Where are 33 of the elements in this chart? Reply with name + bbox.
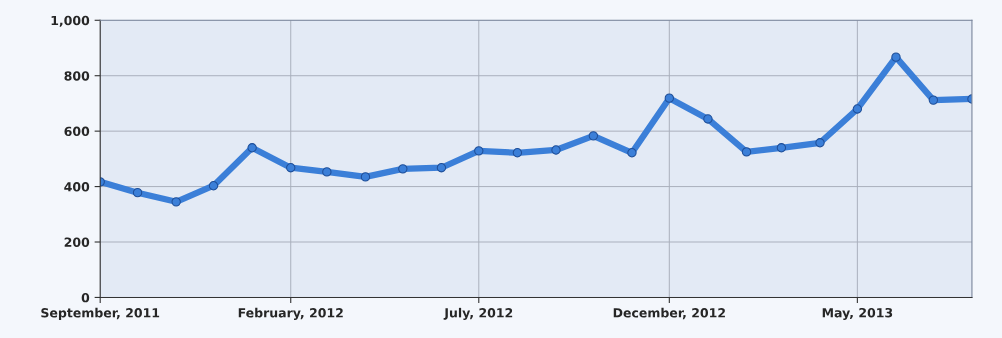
x-tick-label: September, 2011 xyxy=(41,307,160,320)
point xyxy=(398,164,408,174)
point xyxy=(474,146,484,156)
x-tick-label: July, 2012 xyxy=(443,307,513,321)
point xyxy=(360,172,371,182)
y-tick-label: 200 xyxy=(64,237,90,247)
point xyxy=(436,163,447,173)
point xyxy=(171,197,181,207)
point xyxy=(852,104,863,114)
x-tick-label: December, 2012 xyxy=(613,307,725,320)
point xyxy=(247,143,257,153)
point xyxy=(208,181,219,191)
x-tick-label: February, 2012 xyxy=(238,307,343,321)
y-tick-label: 800 xyxy=(64,71,90,81)
y-tick-label: 600 xyxy=(64,126,90,137)
point xyxy=(664,93,675,103)
point xyxy=(551,145,561,155)
point xyxy=(286,163,296,173)
point xyxy=(741,147,752,157)
point xyxy=(815,138,825,148)
point xyxy=(627,148,637,158)
y-tick-label: 400 xyxy=(64,182,90,192)
point xyxy=(703,114,713,124)
point xyxy=(928,95,939,105)
point xyxy=(776,143,787,153)
point xyxy=(322,167,332,177)
point xyxy=(512,148,523,158)
point xyxy=(891,52,901,62)
y-tick-label: 1,000 xyxy=(51,15,90,27)
y-tick-label: 0 xyxy=(81,292,90,303)
point xyxy=(588,131,599,141)
point xyxy=(132,187,143,198)
x-tick-label: May, 2013 xyxy=(822,307,893,320)
